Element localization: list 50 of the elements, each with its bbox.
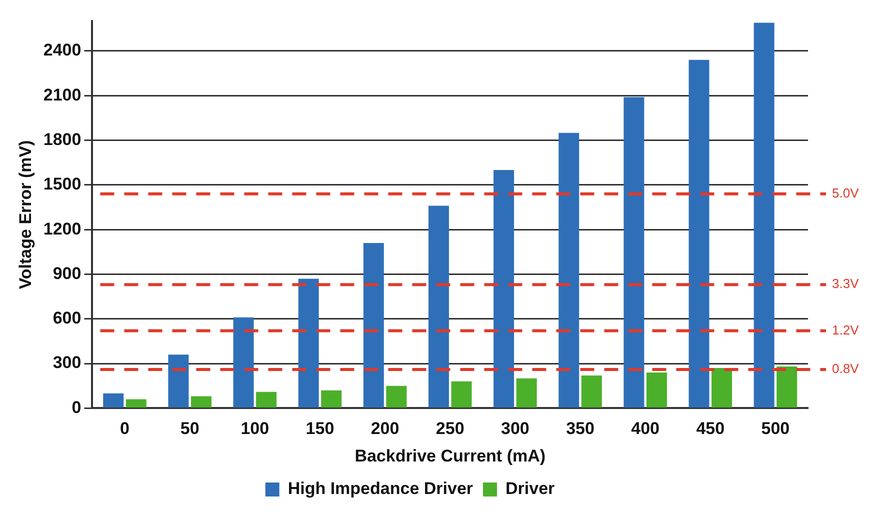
ref-line-label: 0.8V [832, 361, 860, 376]
bar [451, 381, 472, 408]
x-tick-label: 400 [631, 419, 660, 438]
bar [428, 206, 449, 408]
x-tick-label: 300 [500, 419, 530, 438]
y-axis-title: Voltage Error (mV) [16, 140, 35, 290]
legend-label: High Impedance Driver [288, 479, 474, 498]
y-tick-label: 900 [52, 264, 82, 283]
x-tick-label: 0 [120, 419, 130, 438]
bar [688, 60, 710, 408]
bar [126, 399, 146, 408]
ref-line-label: 3.3V [832, 276, 860, 292]
y-tick-label: 600 [52, 308, 82, 328]
x-tick-label: 150 [306, 419, 334, 438]
bar [103, 393, 124, 408]
x-tick-label: 50 [180, 419, 200, 438]
y-tick-label: 1500 [43, 174, 82, 194]
bar [321, 390, 342, 408]
x-tick-label: 200 [370, 419, 400, 438]
bar [558, 132, 580, 408]
bar [298, 278, 319, 408]
x-axis-title: Backdrive Current (mA) [354, 446, 546, 466]
y-tick-label: 1200 [43, 219, 82, 238]
x-tick-label: 350 [566, 419, 594, 438]
legend-label: Driver [506, 479, 556, 498]
bar [256, 392, 277, 408]
bar [712, 368, 732, 408]
bar [494, 170, 514, 408]
y-tick-label: 2100 [43, 85, 82, 104]
bar [233, 317, 254, 408]
ref-line-label: 5.0V [832, 185, 860, 200]
bar [646, 372, 667, 408]
x-tick-label: 250 [436, 419, 464, 438]
x-tick-label: 450 [696, 419, 725, 438]
y-tick-label: 0 [72, 398, 82, 417]
bar [776, 366, 798, 408]
x-tick-label: 100 [240, 419, 270, 438]
y-tick-label: 300 [52, 353, 82, 372]
bar [168, 354, 189, 408]
ref-line-label: 1.2V [832, 322, 860, 338]
bar [190, 396, 212, 408]
bar [363, 242, 384, 408]
bar [624, 97, 644, 408]
x-tick-label: 500 [761, 419, 790, 438]
y-tick-label: 1800 [43, 130, 82, 149]
y-tick-label: 2400 [43, 40, 82, 60]
bar [386, 386, 407, 408]
bar [754, 22, 774, 408]
bar [516, 378, 537, 408]
bar [581, 375, 602, 408]
